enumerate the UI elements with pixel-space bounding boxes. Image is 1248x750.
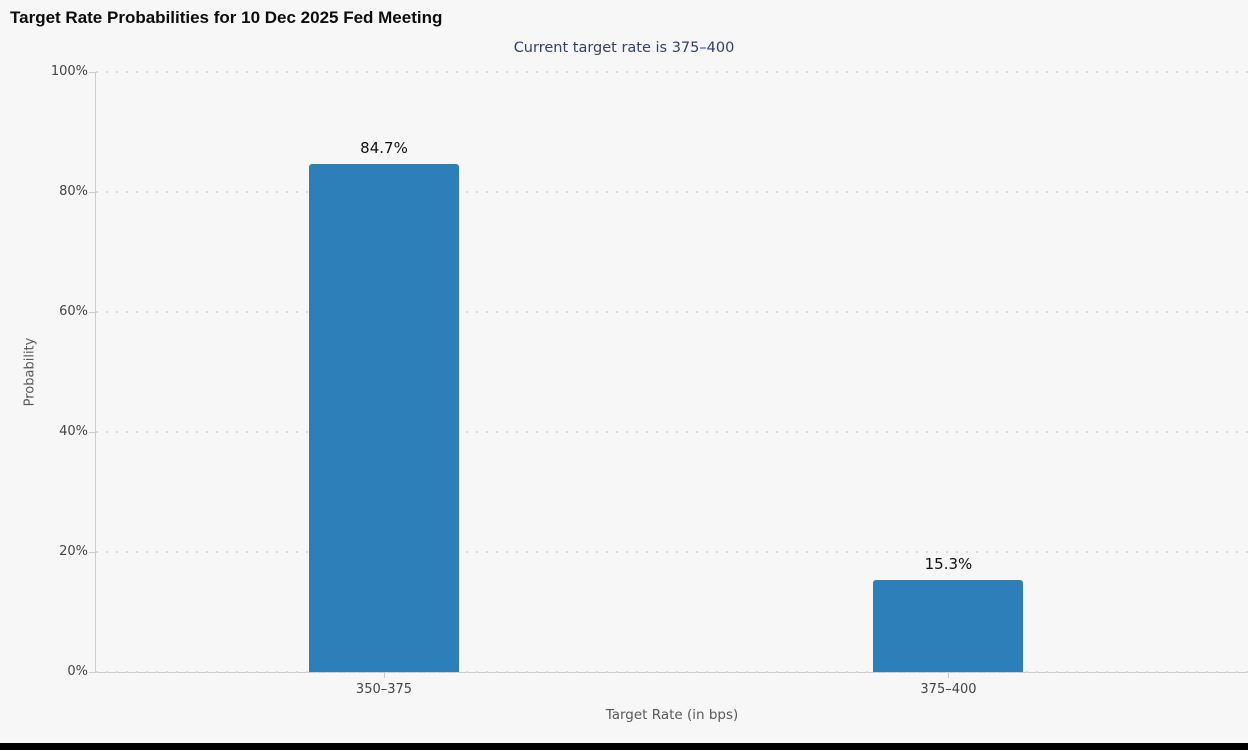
chart-title: Target Rate Probabilities for 10 Dec 202… <box>10 8 443 27</box>
x-axis-title: Target Rate (in bps) <box>605 707 739 723</box>
chart-subtitle: Current target rate is 375–400 <box>513 40 735 56</box>
gridline-100% <box>96 71 1248 73</box>
x-category-label[interactable]: 350–375 <box>355 682 413 697</box>
bar-value-label: 15.3% <box>924 555 973 574</box>
x-tick-mark-375–400 <box>948 672 950 678</box>
y-tick-mark-40% <box>89 432 95 433</box>
y-tick-mark-0% <box>89 672 95 673</box>
y-tick-mark-80% <box>89 192 95 193</box>
y-tick-label: 60% <box>59 304 88 319</box>
y-tick-label: 0% <box>67 664 88 679</box>
bar-value-label: 84.7% <box>360 138 408 157</box>
y-tick-mark-100% <box>89 72 95 73</box>
bar-375–400[interactable] <box>873 580 1024 672</box>
y-tick-label: 40% <box>59 424 88 439</box>
plot-area: Target Rate (in bps) 0% 20% 40% 60% 80% 100% 8… <box>51 64 1248 723</box>
y-tick-mark-20% <box>89 552 95 553</box>
footer-bar <box>0 743 1248 750</box>
y-axis-title: Probability <box>22 337 38 407</box>
x-category-label[interactable]: 375–400 <box>920 682 977 697</box>
y-tick-label: 100% <box>50 64 88 79</box>
gridline-40% <box>96 431 1248 433</box>
gridline-80% <box>96 191 1248 193</box>
y-tick-label: 80% <box>59 184 88 199</box>
gridline-60% <box>96 311 1248 313</box>
y-tick-mark-60% <box>89 312 95 313</box>
bar-350–375[interactable] <box>309 163 459 672</box>
x-tick-mark-350–375 <box>384 672 385 678</box>
y-tick-label: 20% <box>59 544 88 559</box>
gridline-20% <box>96 551 1248 553</box>
gridline-0% <box>96 671 1248 673</box>
